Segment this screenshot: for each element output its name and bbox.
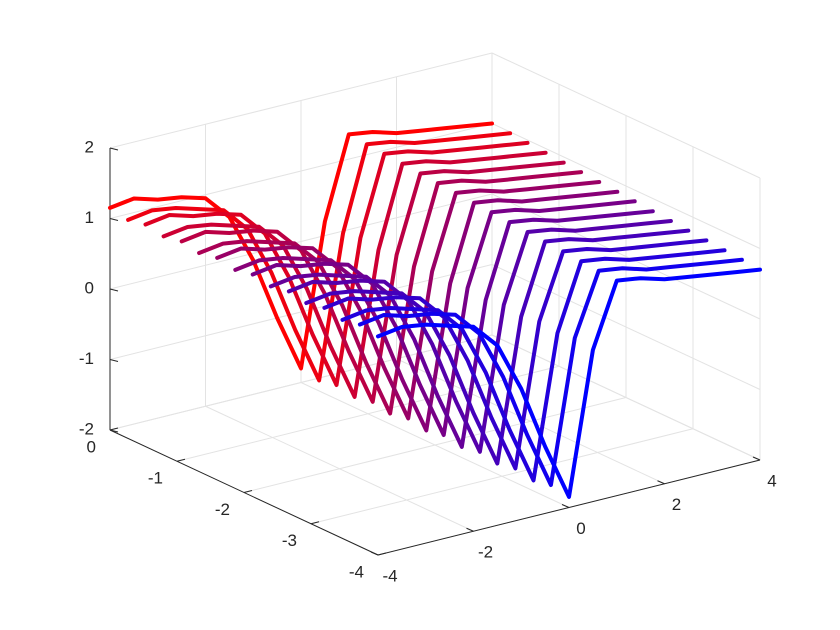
x-tick: [466, 527, 474, 532]
data-line: [179, 160, 566, 404]
data-line: [357, 257, 744, 487]
y-tick: [377, 552, 387, 556]
z-tick: [109, 429, 119, 433]
grid-line: [109, 334, 493, 431]
y-tick-label: -4: [349, 562, 364, 581]
data-line: [126, 131, 513, 383]
y-tick-label: 0: [87, 437, 96, 456]
grid-line: [491, 193, 761, 320]
z-tick-label: -2: [79, 419, 94, 438]
grid-line: [491, 123, 761, 249]
z-tick-label: 1: [85, 208, 94, 227]
x-tick-label: 2: [672, 495, 681, 514]
x-tick: [370, 551, 379, 556]
z-tick: [109, 218, 119, 221]
data-line: [304, 228, 691, 466]
y-tick: [176, 458, 186, 462]
z-tick: [109, 147, 119, 151]
grid-line: [109, 52, 493, 149]
grid-line: [491, 334, 761, 461]
grid-line: [491, 52, 761, 179]
grid-line: [109, 264, 493, 360]
data-line: [215, 180, 602, 421]
grid-line: [491, 264, 761, 390]
grid-line: [310, 428, 694, 525]
data-line: [250, 199, 637, 437]
z-tick: [109, 359, 119, 362]
z-tick-label: 0: [85, 278, 94, 297]
x-tick-label: -2: [478, 543, 493, 562]
x-tick-label: -4: [382, 566, 397, 585]
x-tick: [561, 504, 570, 508]
x-tick-label: 4: [767, 471, 776, 490]
grid-line: [176, 365, 560, 462]
x-tick: [657, 480, 665, 485]
data-line: [322, 238, 709, 471]
data-line: [233, 189, 620, 433]
y-tick-label: -2: [215, 500, 230, 519]
data-line: [161, 150, 548, 399]
data-line: [340, 248, 727, 483]
y-tick: [243, 490, 253, 493]
grid-line: [109, 123, 493, 219]
data-line: [197, 170, 584, 416]
y-tick-label: -3: [282, 531, 297, 550]
data-line: [143, 140, 530, 387]
data-line: [286, 219, 673, 454]
y-tick: [310, 521, 320, 525]
grid-line: [243, 397, 627, 493]
x-tick: [752, 456, 761, 461]
y-tick-label: -1: [148, 469, 163, 488]
z-tick-label: -1: [79, 349, 94, 368]
z-tick-label: 2: [85, 137, 94, 156]
data-line: [268, 209, 655, 449]
y-tick: [109, 427, 119, 431]
data-line: [108, 121, 494, 371]
z-tick: [109, 288, 119, 292]
x-tick-label: 0: [576, 519, 585, 538]
data-line: [376, 267, 762, 499]
